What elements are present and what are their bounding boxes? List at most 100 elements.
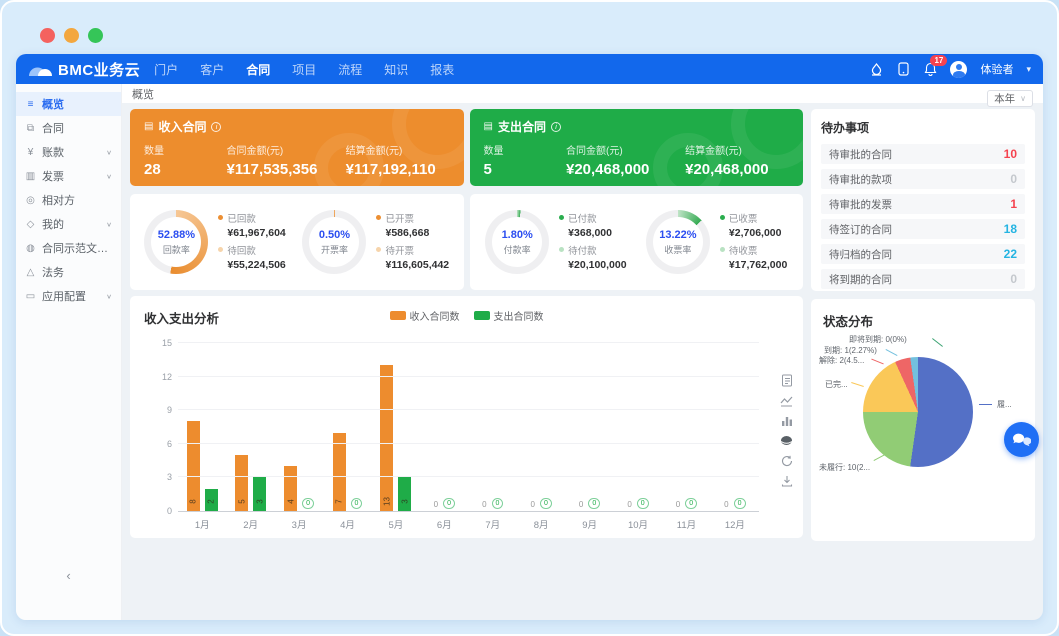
sidebar-item[interactable]: ◇ 我的 ∨: [16, 212, 121, 236]
chevron-down-icon: ∨: [106, 172, 112, 180]
rate-label: 收票率: [664, 244, 692, 255]
restore-icon[interactable]: [780, 454, 793, 467]
legend-item[interactable]: 收入合同数: [389, 308, 460, 323]
minimize-window-button[interactable]: [64, 28, 79, 43]
y-axis-tick: 6: [166, 438, 172, 449]
header-actions: 17 体验者 ▾: [869, 55, 1031, 78]
todo-row[interactable]: 待签订的合同 18: [821, 219, 1025, 239]
income-count-label: 数量: [144, 146, 164, 157]
info-icon[interactable]: i: [550, 121, 561, 132]
income-settlement-value: ¥117,192,110: [345, 161, 436, 178]
todo-row[interactable]: 待审批的合同 10: [821, 144, 1025, 164]
sidebar-item[interactable]: ⧉ 合同: [16, 116, 121, 140]
info-icon[interactable]: i: [211, 121, 222, 132]
legend-dot: [376, 247, 382, 252]
expense-amount-value: ¥20,468,000: [565, 161, 650, 178]
zero-value-label: 0: [350, 498, 363, 509]
sidebar-item-label: 我的: [42, 219, 64, 231]
payment-icon: ¥: [27, 146, 34, 158]
donut-hole: [652, 217, 703, 267]
legend-swatch: [389, 311, 406, 320]
donut-center-text: 13.22% 收票率: [646, 210, 710, 274]
sidebar-item-label: 应用配置: [42, 291, 86, 303]
breadcrumb-bar: 概览 本年 ∨: [122, 84, 1043, 107]
x-axis-label: 9月: [582, 520, 597, 531]
x-axis-label: 8月: [533, 520, 549, 531]
nav-item[interactable]: 合同: [246, 62, 271, 77]
notifications-bell-icon[interactable]: 17: [923, 55, 948, 76]
expense-bar: 3: [398, 477, 412, 511]
app-logo[interactable]: BMC业务云: [28, 59, 140, 80]
sidebar-item[interactable]: ¥ 账款 ∨: [16, 140, 121, 164]
rate-legend-amount: ¥55,224,506: [227, 258, 286, 271]
close-window-button[interactable]: [40, 28, 55, 43]
zoom-window-button[interactable]: [88, 28, 103, 43]
rate-legend-item: 已回款: [218, 211, 285, 225]
bar-value-label: 2: [206, 499, 216, 504]
zero-value-label: 0: [433, 500, 439, 509]
rate-legend: 已付款 ¥368,000 待付款 ¥20,100,000: [559, 211, 627, 274]
gridline: [178, 375, 759, 377]
zero-value-label: 0: [636, 498, 649, 509]
bar-value-label: 4: [286, 499, 296, 504]
todo-count: 0: [1010, 272, 1017, 286]
period-filter-select[interactable]: 本年 ∨: [987, 90, 1033, 107]
user-menu-caret-icon[interactable]: ▾: [1026, 63, 1031, 74]
nav-item[interactable]: 门户: [154, 62, 179, 77]
rate-label: 付款率: [503, 244, 531, 255]
sidebar-item[interactable]: ▭ 应用配置 ∨: [16, 284, 121, 308]
download-image-icon[interactable]: [780, 474, 793, 487]
nav-item[interactable]: 报表: [430, 62, 455, 77]
rate-percent: 1.80%: [501, 228, 533, 241]
todo-card: 待办事项 待审批的合同 10 待审批的款项 0 待审批的发票 1 待签订的合同 18 待归档的合…: [811, 109, 1035, 291]
legal-icon: △: [26, 266, 35, 278]
mobile-app-icon[interactable]: [896, 62, 910, 76]
rate-legend-label: 已回款: [227, 213, 256, 225]
income-bar: 4: [284, 466, 298, 511]
customer-service-chat-button[interactable]: [1004, 422, 1039, 457]
data-view-icon[interactable]: [780, 374, 793, 387]
nav-item[interactable]: 流程: [338, 62, 363, 77]
todo-row[interactable]: 待审批的款项 0: [821, 169, 1025, 189]
sidebar-item[interactable]: ≡ 概览: [16, 92, 121, 116]
todo-count: 22: [1003, 247, 1017, 261]
sidebar-item[interactable]: △ 法务: [16, 260, 121, 284]
status-distribution-card: 状态分布 履... 未履行: 10(2... 已完... 解除: 2(4.5... 到期…: [811, 299, 1035, 541]
sidebar-item[interactable]: ▥ 发票 ∨: [16, 164, 121, 188]
legend-item[interactable]: 支出合同数: [473, 308, 544, 323]
rate-donut: 13.22% 收票率: [645, 210, 710, 274]
switch-line-chart-icon[interactable]: [780, 394, 793, 407]
user-avatar[interactable]: [950, 60, 968, 78]
gridline: [178, 476, 759, 478]
nav-item[interactable]: 项目: [292, 62, 317, 77]
app-config-icon: ▭: [25, 290, 36, 302]
chevron-down-icon: ∨: [106, 220, 112, 228]
sidebar-item[interactable]: ◍ 合同示范文本库: [16, 236, 121, 260]
nav-item[interactable]: 客户: [200, 62, 225, 77]
todo-row[interactable]: 待审批的发票 1: [821, 194, 1025, 214]
y-axis-tick: 12: [161, 371, 172, 382]
rate-legend: 已开票 ¥586,668 待开票 ¥116,605,442: [376, 211, 449, 274]
todo-row[interactable]: 将到期的合同 0: [821, 269, 1025, 289]
rate-percent: 0.50%: [318, 228, 351, 241]
todo-row[interactable]: 待归档的合同 22: [821, 244, 1025, 264]
theme-skin-icon[interactable]: [869, 62, 883, 76]
zero-value-label: 0: [491, 498, 504, 509]
zero-value-label: 0: [530, 500, 535, 509]
rate-legend-amount: ¥586,668: [385, 226, 430, 239]
nav-item[interactable]: 知识: [384, 62, 409, 77]
rate-legend: 已收票 ¥2,706,000 待收票 ¥17,762,000: [719, 211, 787, 274]
chevron-down-icon: ∨: [106, 292, 112, 300]
sidebar-item[interactable]: ◎ 相对方: [16, 188, 121, 212]
y-axis-tick: 3: [166, 472, 172, 483]
sidebar-collapse-button[interactable]: ‹: [66, 568, 71, 583]
app-name: BMC业务云: [58, 61, 141, 79]
zero-value-label: 0: [443, 498, 455, 509]
switch-bar-chart-icon[interactable]: [780, 414, 793, 427]
rate-donut: 52.88% 回款率: [144, 210, 209, 274]
rate-legend-label: 待收票: [728, 245, 758, 257]
rate-legend-item: 待回款: [218, 243, 285, 257]
stack-toggle-icon[interactable]: [780, 434, 793, 447]
